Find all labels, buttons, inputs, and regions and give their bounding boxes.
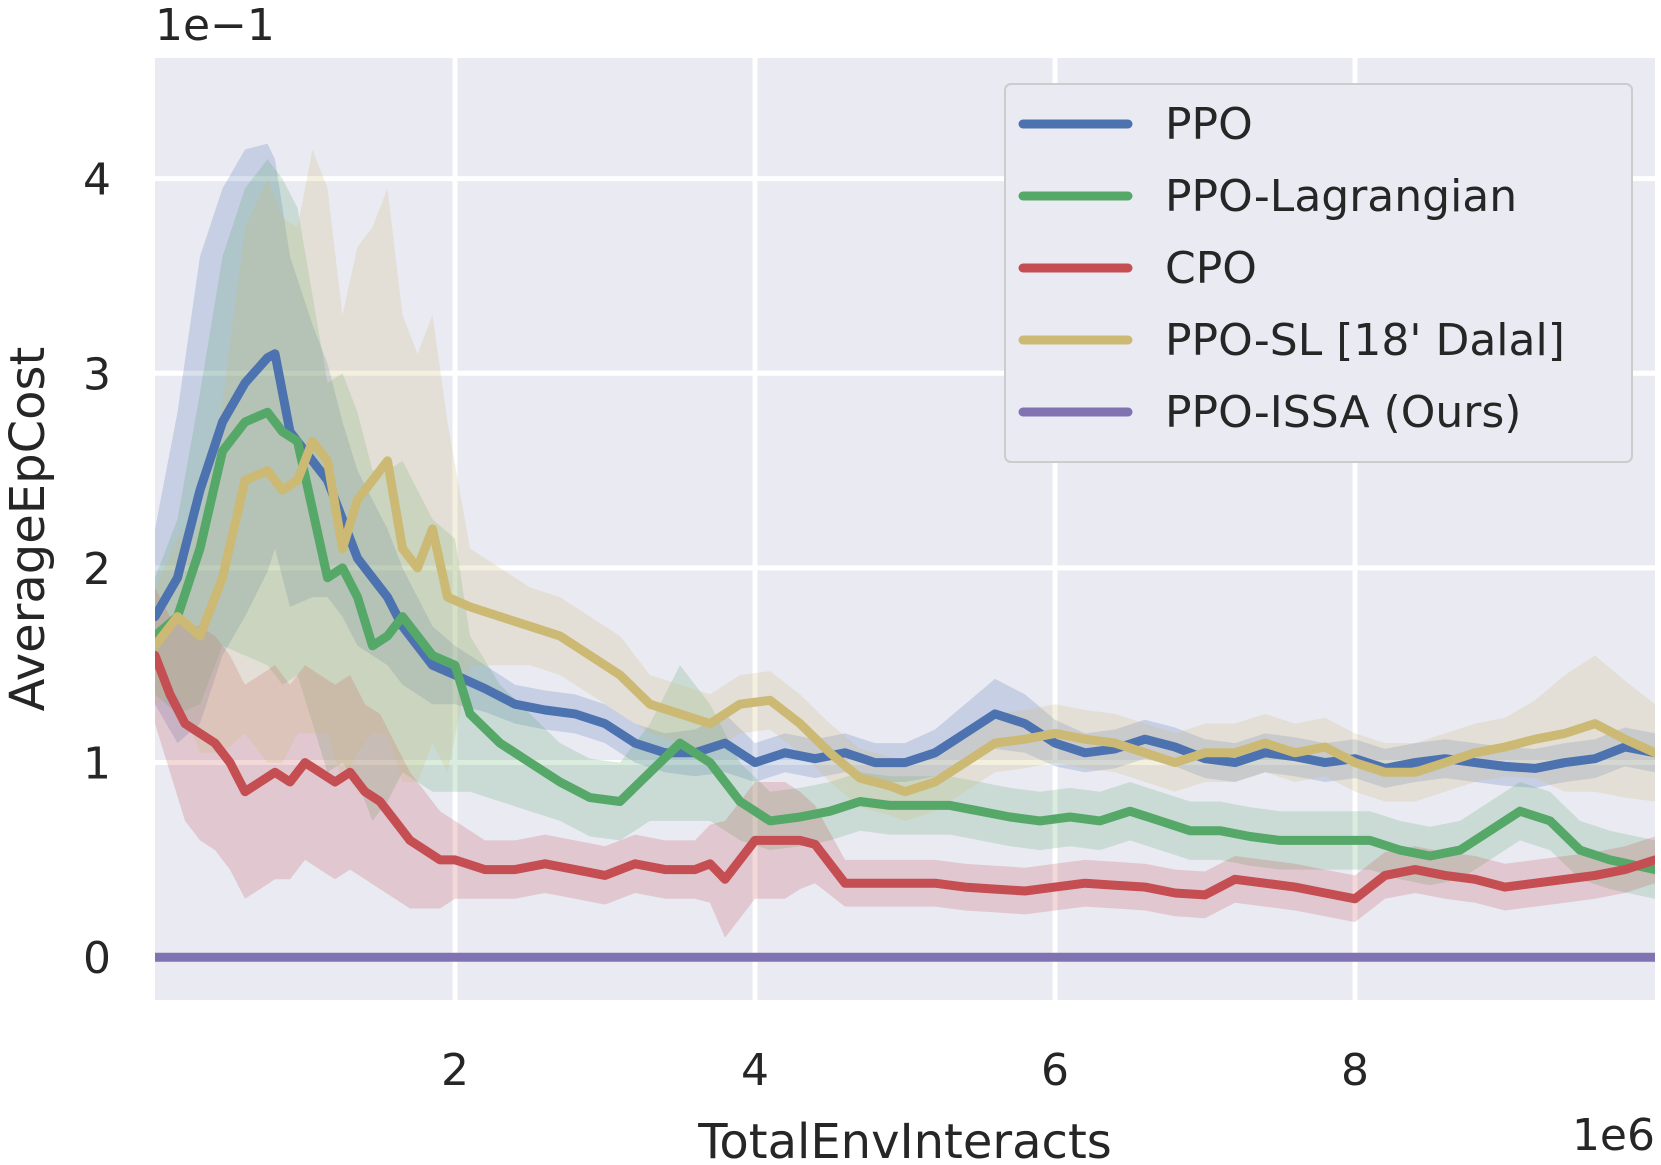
line-ppo-sl-18-dalal (155, 436, 1655, 797)
legend-label-ppo-issa-ours: PPO-ISSA (Ours) (1165, 387, 1521, 438)
y-tick-label-1: 1 (83, 739, 111, 790)
x-tick-label-0: 2 (441, 1045, 469, 1096)
x-axis-title: TotalEnvInteracts (697, 1114, 1112, 1165)
y-tick-label-4: 4 (83, 155, 111, 206)
band-ppo-sl-18-dalal (155, 149, 1655, 821)
y-tick-labels: 0 1 2 3 4 (83, 155, 111, 985)
y-offset-label: 1e−1 (155, 0, 275, 51)
legend-box (1004, 83, 1633, 463)
x-tick-labels: 2 4 6 8 (441, 1045, 1369, 1096)
y-tick-label-3: 3 (83, 349, 111, 400)
line-ppo-lagrangian (155, 407, 1655, 875)
y-tick-label-2: 2 (83, 544, 111, 595)
x-tick-label-1: 4 (741, 1045, 769, 1096)
legend-label-ppo-sl-18-dalal: PPO-SL [18' Dalal] (1165, 315, 1565, 366)
line-cpo (155, 651, 1655, 904)
x-tick-label-2: 6 (1041, 1045, 1069, 1096)
y-tick-label-0: 0 (83, 933, 111, 984)
legend-label-ppo: PPO (1165, 99, 1253, 150)
band-cpo (155, 587, 1655, 938)
series-lines (155, 349, 1655, 962)
x-tick-label-3: 8 (1341, 1045, 1369, 1096)
x-offset-label: 1e6 (1572, 1110, 1655, 1161)
legend-label-cpo: CPO (1165, 243, 1257, 294)
y-axis-title: AverageEpCost (0, 347, 56, 712)
legend-label-ppo-lagrangian: PPO-Lagrangian (1165, 171, 1517, 222)
legend: PPO PPO-Lagrangian CPO PPO-SL [18' Dalal] PP… (1004, 83, 1633, 463)
